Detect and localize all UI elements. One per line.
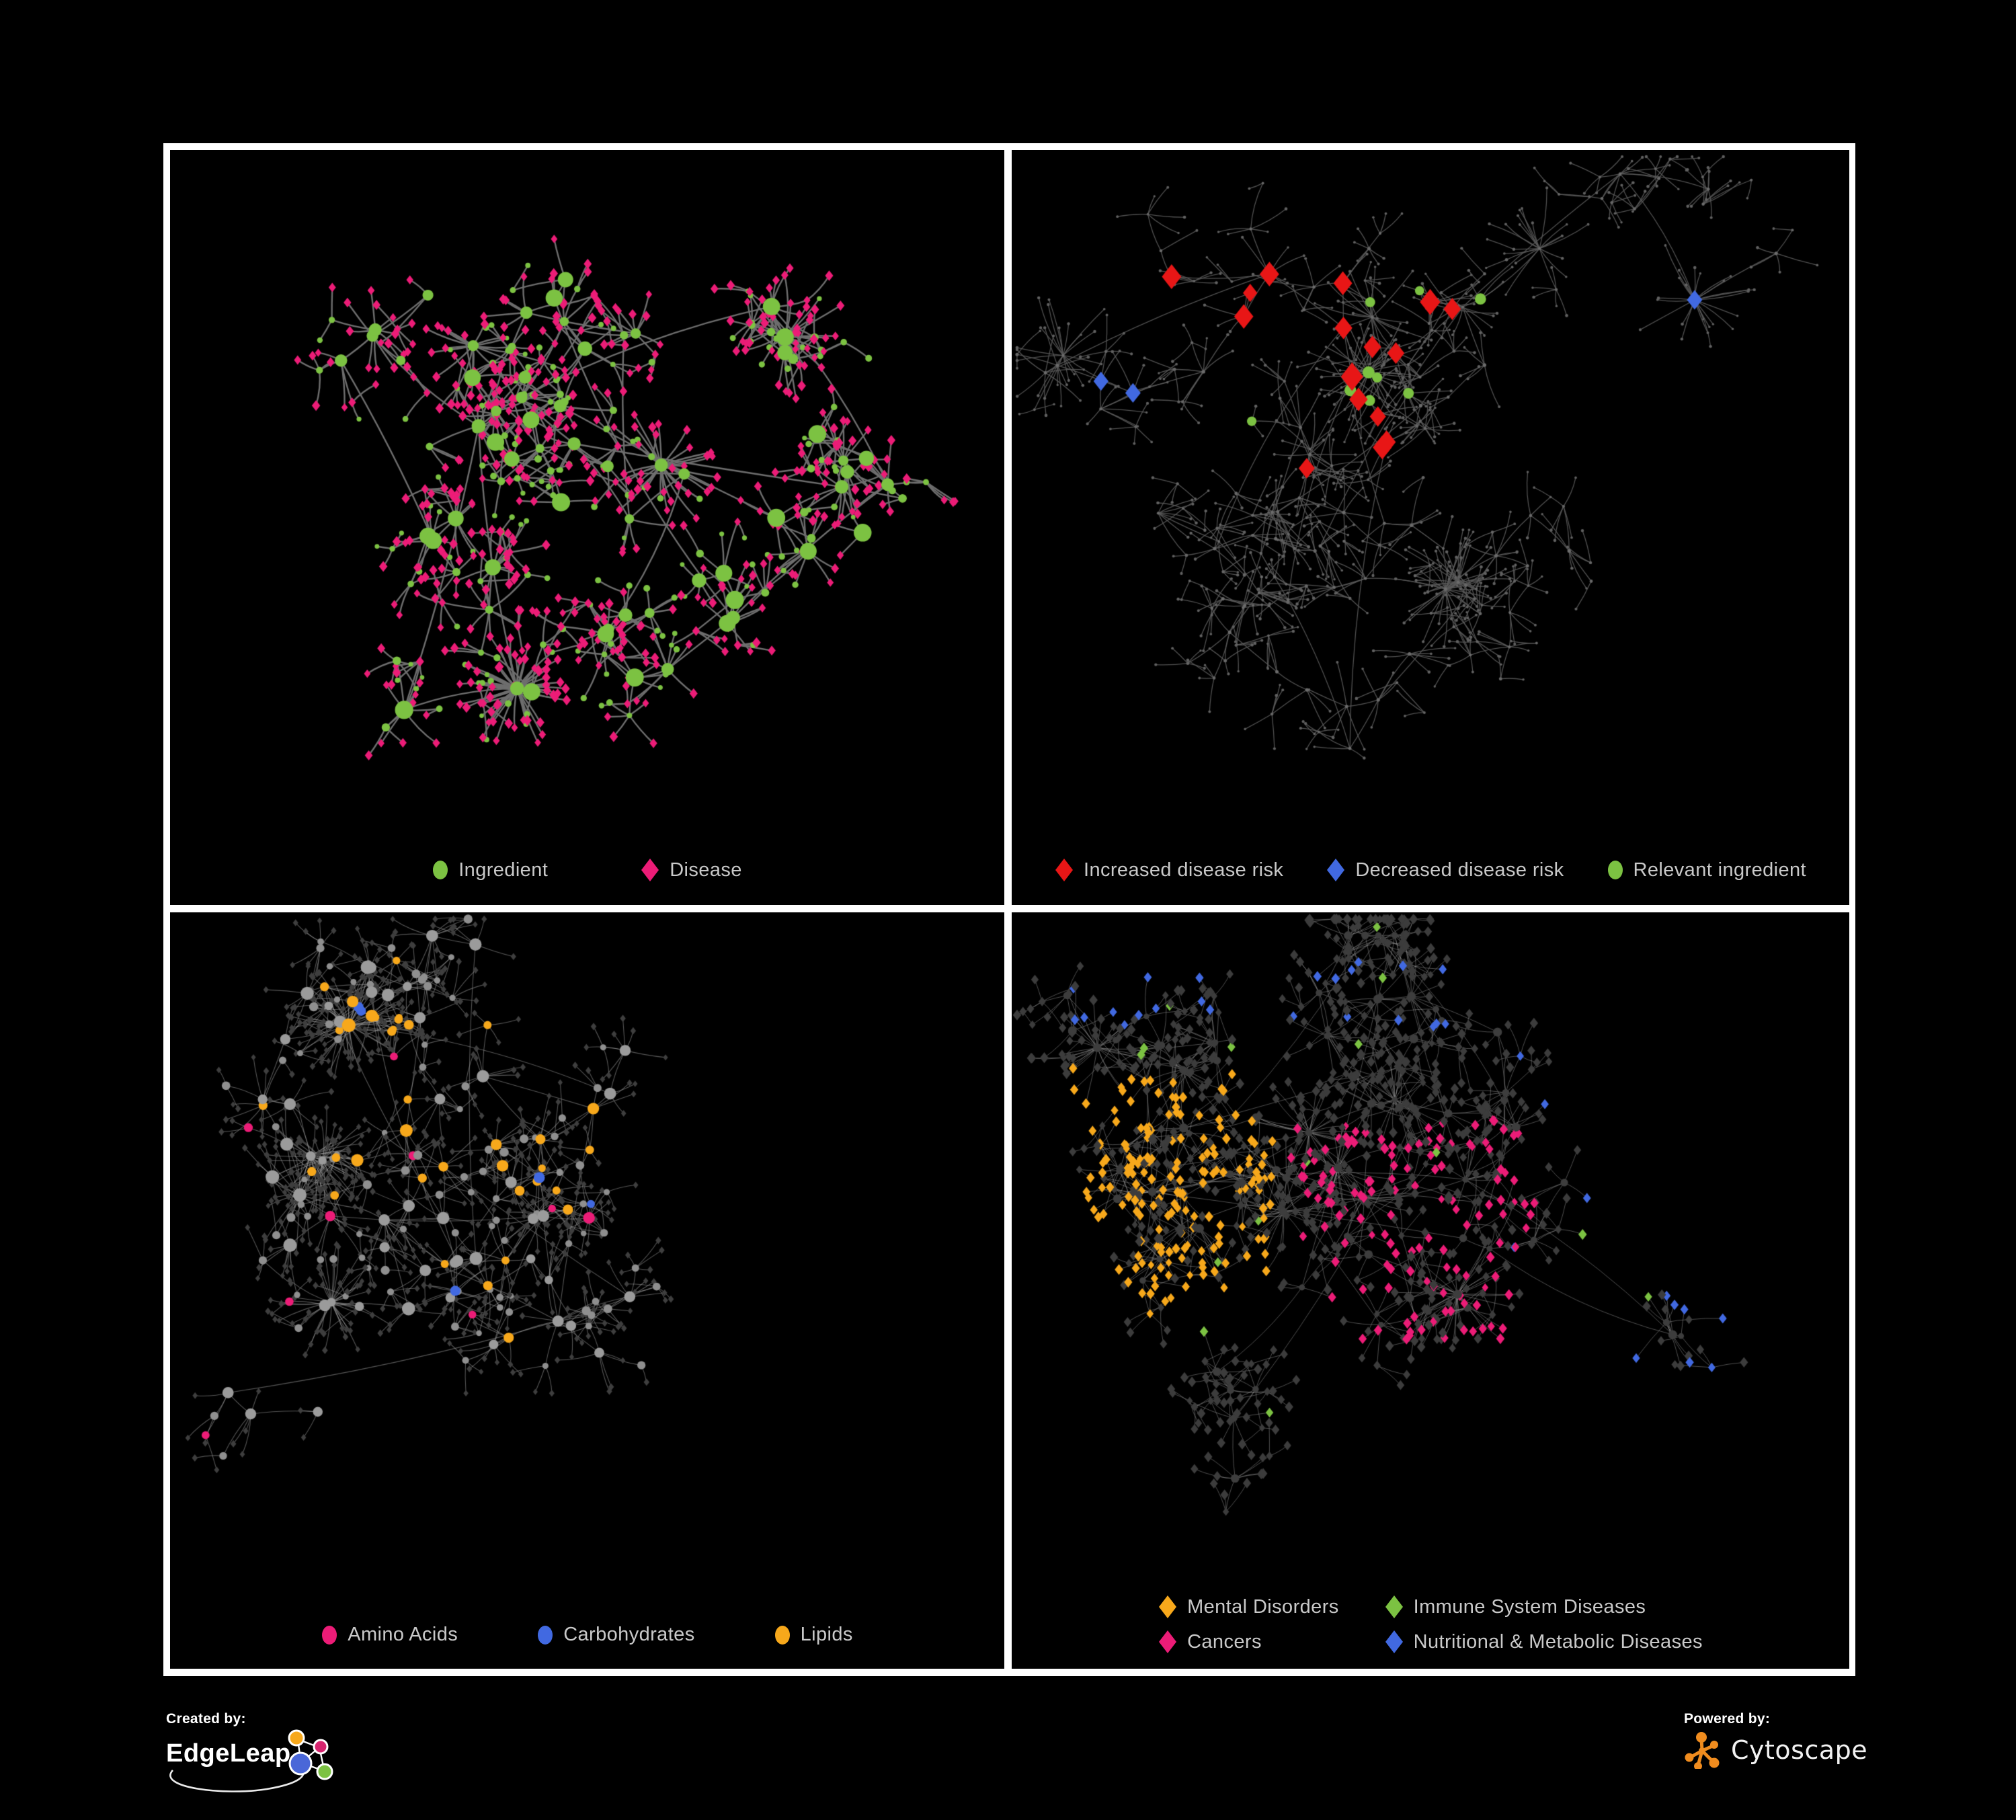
legend-label: Amino Acids [348,1624,458,1645]
legend-item: Relevant ingredient [1607,859,1806,881]
legend-item: Nutritional & Metabolic Diseases [1385,1630,1703,1654]
legend-disease-risk: Increased disease risk Decreased disease … [1012,858,1849,882]
cytoscape-logo: Cytoscape [1684,1731,1867,1769]
legend-item: Decreased disease risk [1326,858,1564,882]
edgeleap-logo-icon [169,1729,333,1792]
legend-label: Increased disease risk [1083,859,1284,881]
legend-label: Decreased disease risk [1355,859,1564,881]
legend-swatch-circle-icon [774,1625,791,1645]
legend-swatch-circle-icon [432,860,448,880]
legend-nutrient-classes: Amino Acids Carbohydrates Lipids [170,1624,1004,1646]
network-canvas-nutrient-classes [170,912,1004,1669]
panel-nutrient-classes: Amino Acids Carbohydrates Lipids [170,912,1004,1669]
legend-swatch-diamond-icon [1158,1630,1177,1654]
legend-swatch-circle-icon [537,1625,553,1645]
cytoscape-logo-icon [1685,1732,1720,1769]
legend-label: Mental Disorders [1187,1595,1339,1618]
panel-disease-risk: Increased disease risk Decreased disease … [1012,150,1849,905]
legend-label: Nutritional & Metabolic Diseases [1413,1630,1703,1653]
legend-swatch-circle-icon [1607,860,1623,880]
legend-item: Carbohydrates [537,1624,694,1646]
legend-item: Amino Acids [321,1624,458,1646]
legend-swatch-diamond-icon [1385,1595,1404,1619]
legend-item: Mental Disorders [1158,1595,1339,1619]
edgeleap-logo: EdgeLeap [166,1729,368,1796]
legend-label: Disease [670,859,742,881]
legend-swatch-diamond-icon [641,858,659,882]
panel-disease-categories: Mental Disorders Immune System Diseases Ca… [1012,912,1849,1669]
legend-label: Relevant ingredient [1633,859,1807,881]
legend-label: Carbohydrates [563,1624,695,1645]
legend-swatch-circle-icon [321,1625,337,1645]
panel-ingredient-disease: Ingredient Disease [170,150,1004,905]
created-by-caption: Created by: [166,1711,246,1727]
legend-item: Ingredient [432,859,548,881]
legend-label: Ingredient [458,859,549,881]
legend-item: Cancers [1158,1630,1339,1654]
network-canvas-disease-risk [1012,150,1849,905]
legend-label: Lipids [800,1624,853,1645]
legend-label: Cancers [1187,1630,1262,1653]
legend-ingredient-disease: Ingredient Disease [170,858,1004,882]
powered-by-block: Powered by: Cytosc [1684,1711,1867,1769]
powered-by-caption: Powered by: [1684,1711,1771,1727]
legend-swatch-diamond-icon [1326,858,1345,882]
panels-frame: Ingredient Disease Increased disease risk… [163,143,1855,1676]
legend-item: Disease [641,858,742,882]
network-canvas-ingredient-disease [170,150,1004,905]
edgeleap-logo-text: EdgeLeap [166,1739,291,1768]
cytoscape-logo-text: Cytoscape [1731,1735,1868,1765]
network-canvas-disease-categories [1012,912,1849,1669]
legend-disease-categories: Mental Disorders Immune System Diseases Ca… [1012,1595,1849,1654]
legend-item: Immune System Diseases [1385,1595,1703,1619]
legend-swatch-diamond-icon [1055,858,1074,882]
legend-item: Lipids [774,1624,853,1646]
legend-swatch-diamond-icon [1158,1595,1177,1619]
legend-swatch-diamond-icon [1385,1630,1404,1654]
created-by-block: Created by: EdgeLeap [166,1711,368,1796]
legend-label: Immune System Diseases [1413,1595,1646,1618]
legend-item: Increased disease risk [1055,858,1283,882]
